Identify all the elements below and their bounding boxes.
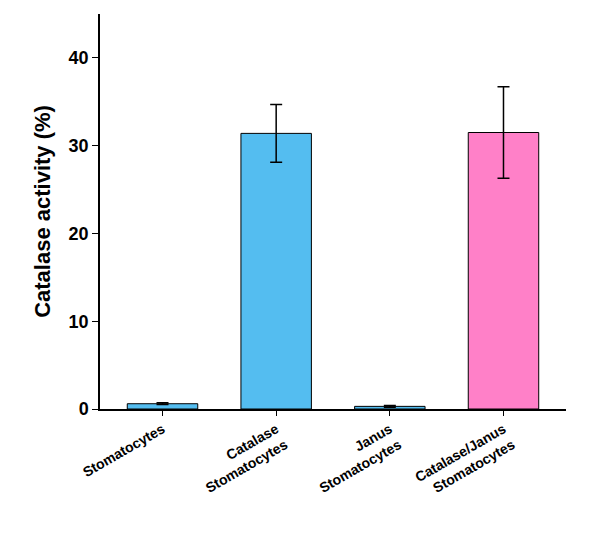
svg-text:Stomatocytes: Stomatocytes — [80, 420, 168, 480]
svg-text:40: 40 — [69, 48, 89, 68]
svg-text:JanusStomatocytes: JanusStomatocytes — [307, 420, 404, 496]
svg-text:Catalase activity (%): Catalase activity (%) — [30, 105, 55, 318]
svg-text:30: 30 — [69, 136, 89, 156]
svg-text:0: 0 — [79, 399, 89, 419]
svg-text:10: 10 — [69, 312, 89, 332]
svg-text:CatalaseStomatocytes: CatalaseStomatocytes — [194, 420, 291, 496]
svg-text:Catalase/JanusStomatocytes: Catalase/JanusStomatocytes — [412, 420, 518, 501]
svg-text:20: 20 — [69, 224, 89, 244]
